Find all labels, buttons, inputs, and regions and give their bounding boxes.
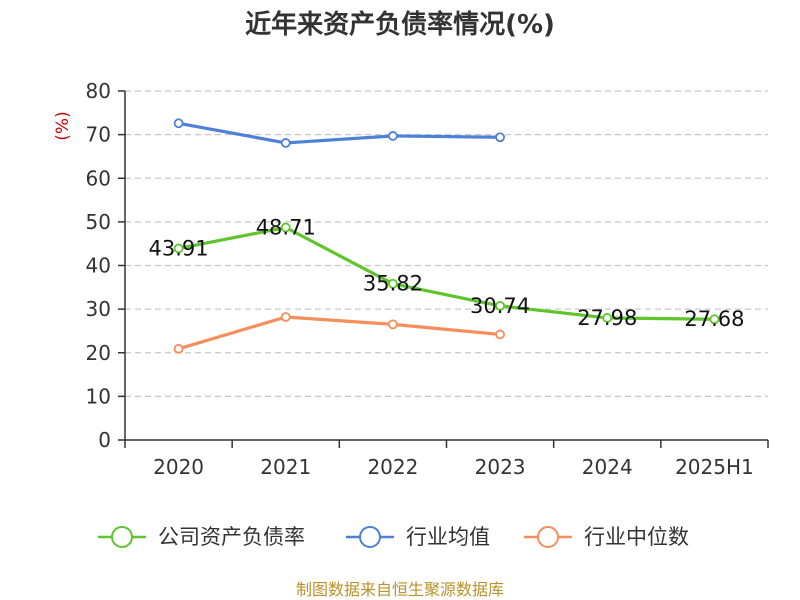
data-point[interactable] xyxy=(602,313,613,323)
chart-title: 近年来资产负债率情况(%) xyxy=(245,9,555,40)
y-tick-label: 60 xyxy=(86,166,111,190)
series-2 xyxy=(173,312,505,354)
source-note: 制图数据来自恒生聚源数据库 xyxy=(296,580,504,599)
legend-marker xyxy=(111,526,133,548)
data-point[interactable] xyxy=(280,312,291,322)
y-axis-unit: (%) xyxy=(53,111,73,140)
data-label: 48.71 xyxy=(256,216,316,240)
data-point[interactable] xyxy=(495,300,505,311)
y-tick-label: 0 xyxy=(98,428,111,452)
x-tick-label: 2021 xyxy=(260,455,311,479)
data-point[interactable] xyxy=(388,131,398,141)
data-point[interactable] xyxy=(280,222,291,233)
data-point[interactable] xyxy=(495,132,505,143)
legend-item[interactable]: 行业中位数 xyxy=(524,525,689,549)
x-tick-label: 2024 xyxy=(582,455,633,479)
y-tick-label: 10 xyxy=(86,384,111,408)
x-tick-label: 2020 xyxy=(153,455,204,479)
series-0: 43.91 48.71 35.82 30.74 27.98 27.68 xyxy=(149,216,745,332)
data-label: 27.68 xyxy=(684,307,744,331)
data-point[interactable] xyxy=(709,314,720,325)
legend-item[interactable]: 公司资产负债率 xyxy=(98,525,305,549)
series-1 xyxy=(173,118,505,148)
data-point[interactable] xyxy=(388,278,398,289)
legend-marker xyxy=(537,526,559,548)
y-tick-label: 20 xyxy=(86,341,111,365)
data-point[interactable] xyxy=(280,138,291,148)
y-tick-label: 80 xyxy=(86,79,111,103)
data-point[interactable] xyxy=(173,118,184,129)
y-tick-label: 70 xyxy=(86,123,111,147)
data-point[interactable] xyxy=(173,343,184,354)
legend-label: 行业中位数 xyxy=(584,525,689,549)
legend-item[interactable]: 行业均值 xyxy=(346,525,490,549)
legend-marker xyxy=(359,526,381,548)
data-label: 35.82 xyxy=(363,272,423,296)
series-line xyxy=(176,315,502,351)
legend-label: 行业均值 xyxy=(406,525,490,549)
x-tick-label: 2023 xyxy=(475,455,526,479)
data-point[interactable] xyxy=(173,243,184,254)
legend[interactable]: 公司资产负债率 行业均值 行业中位数 xyxy=(98,525,689,549)
data-point[interactable] xyxy=(495,329,505,340)
data-label: 43.91 xyxy=(149,236,209,260)
series-group: 43.91 48.71 35.82 30.74 27.98 27.68 xyxy=(149,118,745,354)
data-label: 27.98 xyxy=(577,306,637,330)
legend-label: 公司资产负债率 xyxy=(158,525,305,549)
y-tick-label: 30 xyxy=(86,297,111,321)
series-line xyxy=(176,121,502,145)
y-tick-label: 50 xyxy=(86,210,111,234)
y-tick-label: 40 xyxy=(86,254,111,278)
series-line xyxy=(176,225,717,321)
grid-lines xyxy=(125,90,768,397)
data-point[interactable] xyxy=(388,319,398,330)
x-tick-label: 2025H1 xyxy=(675,455,754,479)
x-tick-label: 2022 xyxy=(367,455,418,479)
data-label: 30.74 xyxy=(470,294,530,318)
axes: 0 10 20 30 40 50 60 70 80 2020 2021 2022 2023 2024 202… xyxy=(86,79,769,479)
